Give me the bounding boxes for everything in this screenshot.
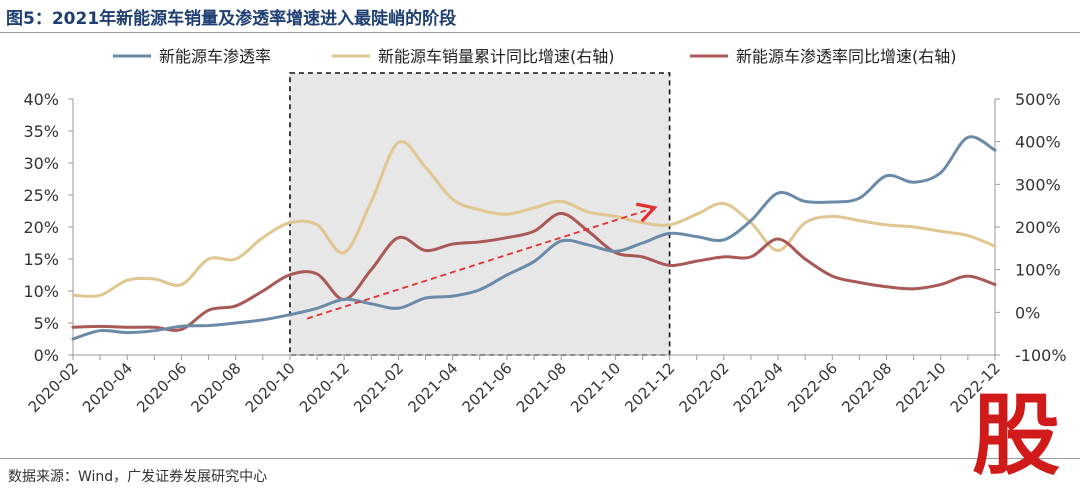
left-tick-label: 15% bbox=[23, 250, 59, 269]
right-tick-label: 500% bbox=[1015, 90, 1061, 109]
watermark-stamp: 股 bbox=[971, 384, 1060, 487]
x-tick-label: 2020-08 bbox=[187, 359, 244, 416]
x-tick-label: 2020-04 bbox=[79, 359, 136, 416]
x-tick-label: 2020-12 bbox=[296, 359, 353, 416]
right-tick-label: 0% bbox=[1015, 303, 1040, 322]
chart-svg: 0% 5% 10% 15% 20% 25% 30% 35% 40% -100% 0% 100% 200%… bbox=[23, 47, 1067, 416]
x-tick-label: 2020-10 bbox=[242, 359, 299, 416]
right-tick-label: -100% bbox=[1015, 346, 1067, 365]
left-tick-label: 35% bbox=[23, 122, 59, 141]
x-tick-label: 2022-08 bbox=[838, 359, 895, 416]
source-note: 数据来源：Wind，广发证券发展研究中心 bbox=[8, 469, 268, 485]
left-tick-label: 25% bbox=[23, 186, 59, 205]
series-line-2 bbox=[71, 211, 997, 332]
right-tick-label: 300% bbox=[1015, 175, 1061, 194]
x-tick-label: 2022-04 bbox=[730, 359, 787, 416]
left-tick-label: 40% bbox=[23, 90, 59, 109]
chart-title: 图5：2021年新能源车销量及渗透率增速进入最陡峭的阶段 bbox=[6, 9, 457, 29]
x-tick-label: 2022-06 bbox=[784, 359, 841, 416]
x-tick-label: 2021-02 bbox=[350, 359, 407, 416]
series-line-1 bbox=[71, 140, 997, 298]
left-tick-label: 5% bbox=[34, 314, 59, 333]
right-tick-label: 400% bbox=[1015, 133, 1061, 152]
highlight-region bbox=[289, 72, 671, 356]
x-tick-label: 2020-06 bbox=[133, 359, 190, 416]
right-tick-label: 200% bbox=[1015, 218, 1061, 237]
left-tick-label: 0% bbox=[34, 346, 59, 365]
x-tick-label: 2021-04 bbox=[404, 359, 461, 416]
x-tick-label: 2020-02 bbox=[25, 359, 82, 416]
left-tick-label: 30% bbox=[23, 154, 59, 173]
footer-divider bbox=[0, 458, 1080, 459]
series-line-0 bbox=[71, 135, 997, 341]
x-tick-label: 2022-02 bbox=[676, 359, 733, 416]
title-bar: 图5：2021年新能源车销量及渗透率增速进入最陡峭的阶段 bbox=[0, 0, 1080, 33]
left-tick-label: 20% bbox=[23, 218, 59, 237]
x-tick-label: 2022-10 bbox=[893, 359, 950, 416]
trend-arrow bbox=[306, 202, 658, 320]
left-tick-label: 10% bbox=[23, 282, 59, 301]
right-tick-label: 100% bbox=[1015, 261, 1061, 280]
x-tick-label: 2021-12 bbox=[621, 359, 678, 416]
legend-label: 新能源车销量累计同比增速(右轴) bbox=[378, 47, 615, 66]
x-tick-label: 2021-10 bbox=[567, 359, 624, 416]
x-tick-label: 2021-08 bbox=[513, 359, 570, 416]
legend-label: 新能源车渗透率同比增速(右轴) bbox=[736, 47, 957, 66]
legend-label: 新能源车渗透率 bbox=[159, 47, 271, 66]
x-tick-label: 2021-06 bbox=[459, 359, 516, 416]
